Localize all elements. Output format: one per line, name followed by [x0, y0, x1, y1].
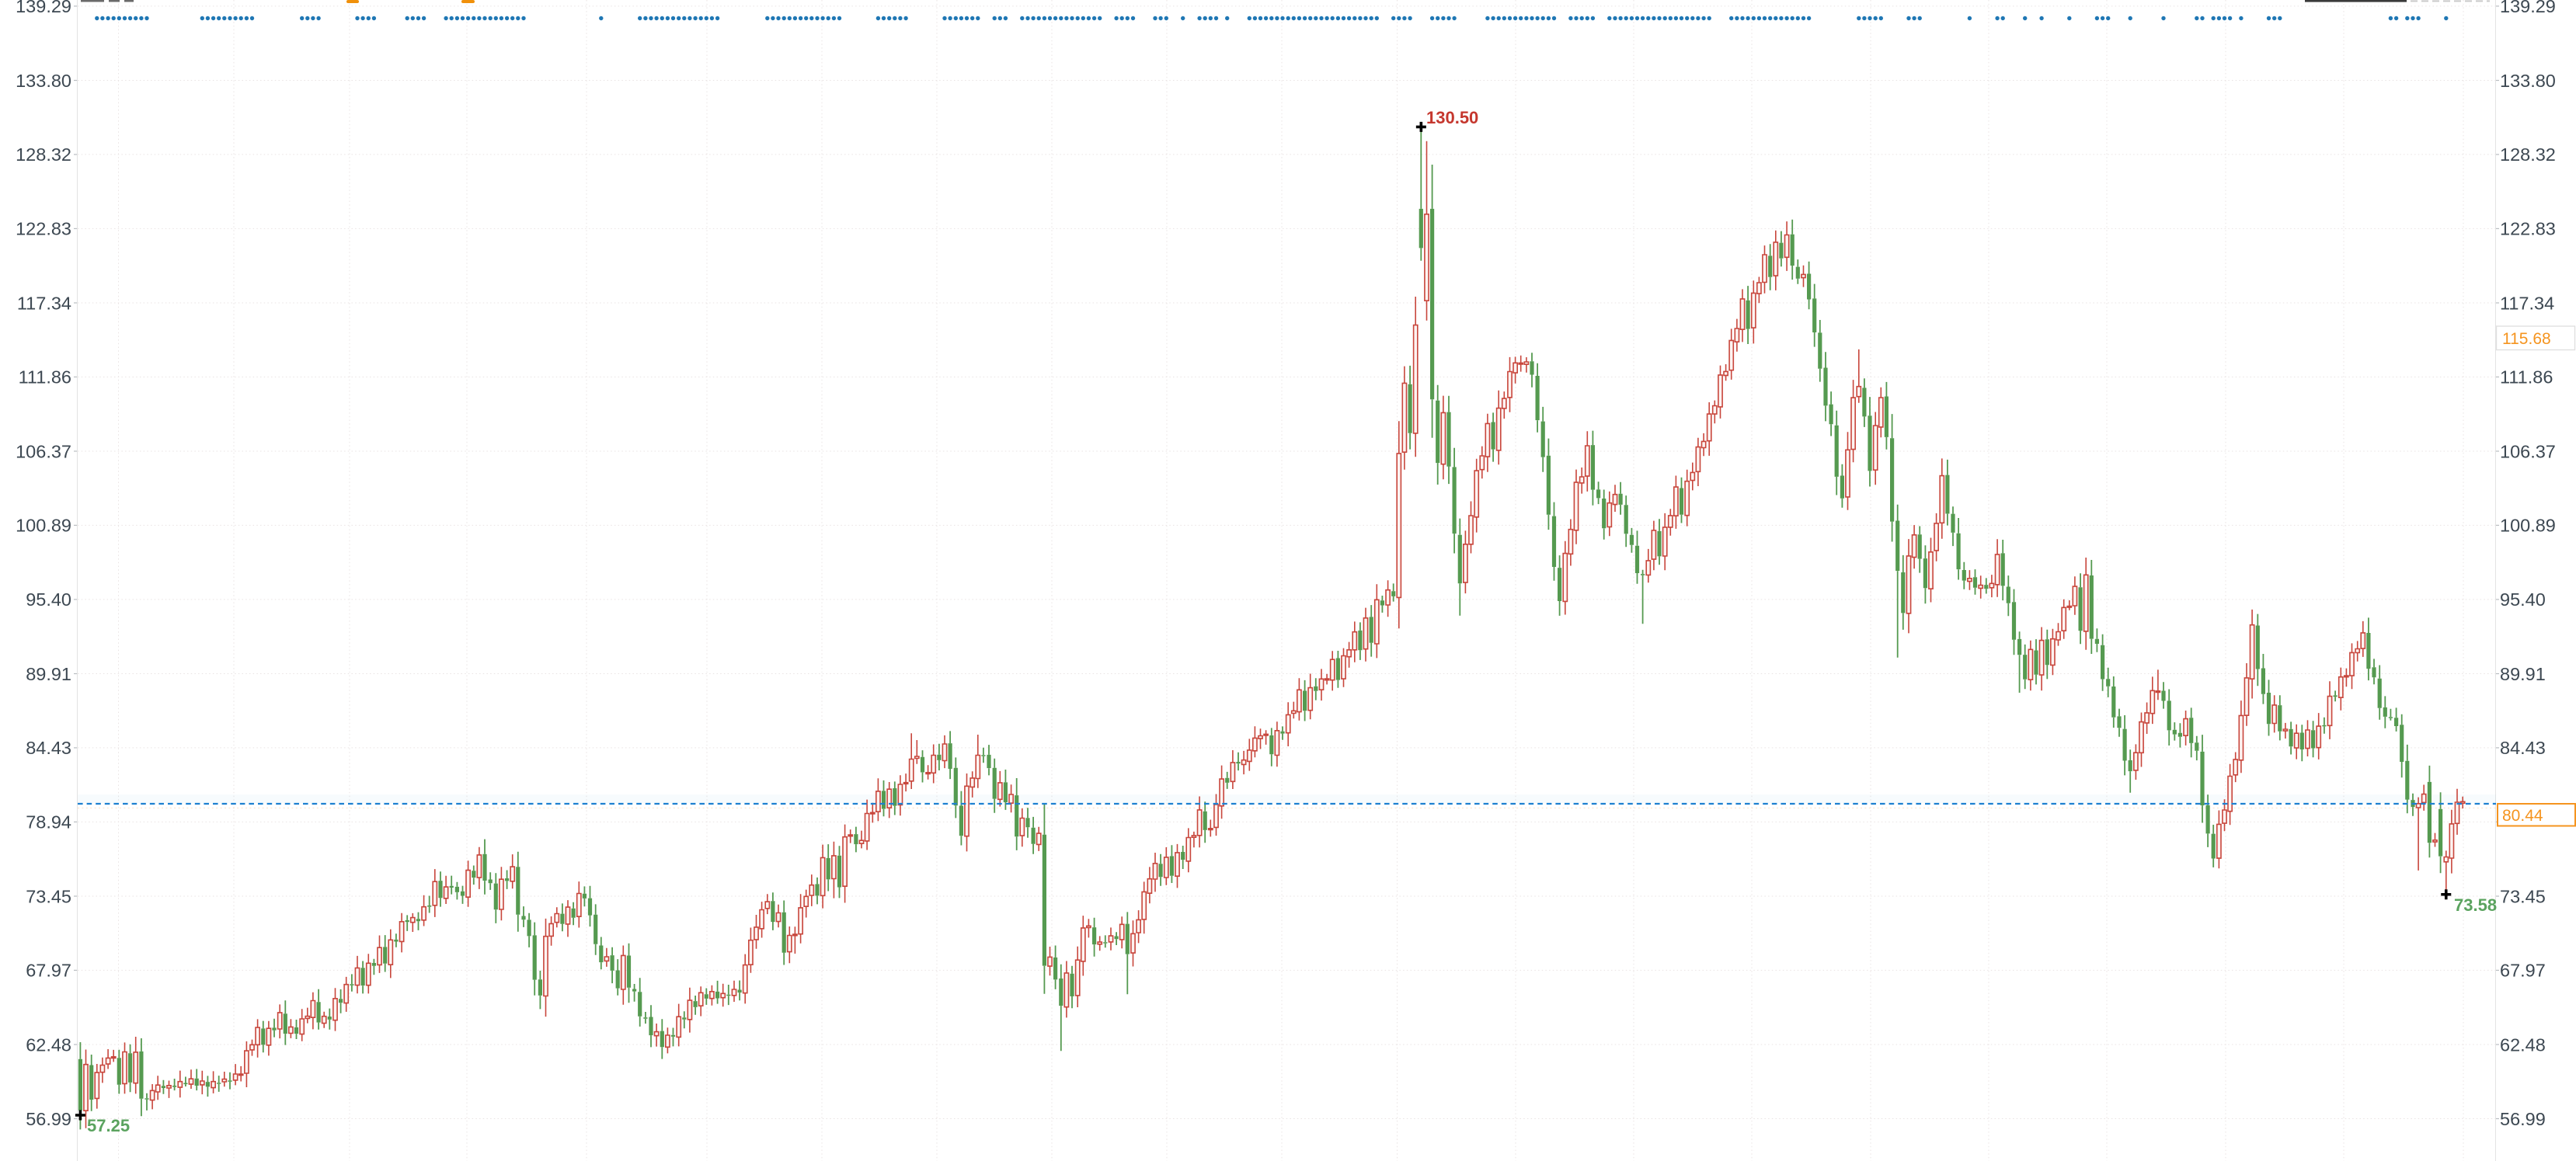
svg-text:133.80: 133.80 [2500, 71, 2556, 91]
svg-text:111.86: 111.86 [19, 367, 71, 388]
svg-text:122.83: 122.83 [2500, 219, 2556, 239]
svg-text:57.25: 57.25 [87, 1116, 130, 1135]
svg-text:78.94: 78.94 [26, 812, 71, 833]
svg-text:56.99: 56.99 [2500, 1109, 2546, 1129]
svg-text:73.58: 73.58 [2454, 895, 2497, 915]
svg-text:84.43: 84.43 [2500, 738, 2546, 758]
svg-text:73.45: 73.45 [26, 886, 71, 906]
svg-text:56.99: 56.99 [26, 1109, 71, 1129]
svg-text:67.97: 67.97 [26, 961, 71, 981]
svg-text:139.29: 139.29 [2500, 0, 2556, 16]
svg-text:122.83: 122.83 [16, 219, 71, 239]
svg-text:117.34: 117.34 [17, 293, 71, 313]
svg-text:106.37: 106.37 [16, 441, 71, 461]
svg-text:95.40: 95.40 [26, 589, 71, 610]
svg-text:117.34: 117.34 [2500, 293, 2554, 313]
svg-text:100.89: 100.89 [2500, 516, 2556, 536]
svg-text:73.45: 73.45 [2500, 886, 2546, 906]
svg-text:111.86: 111.86 [2500, 367, 2553, 388]
svg-text:95.40: 95.40 [2500, 589, 2546, 610]
svg-text:80.44: 80.44 [2502, 807, 2543, 825]
svg-text:84.43: 84.43 [26, 738, 71, 758]
svg-text:128.32: 128.32 [16, 144, 71, 165]
svg-text:106.37: 106.37 [2500, 441, 2556, 461]
svg-text:115.68: 115.68 [2502, 330, 2551, 348]
svg-text:67.97: 67.97 [2500, 961, 2546, 981]
svg-text:128.32: 128.32 [2500, 144, 2556, 165]
svg-text:130.50: 130.50 [1426, 108, 1478, 127]
svg-text:62.48: 62.48 [26, 1034, 71, 1055]
svg-text:89.91: 89.91 [26, 664, 71, 684]
svg-text:89.91: 89.91 [2500, 664, 2546, 684]
svg-text:100.89: 100.89 [16, 516, 71, 536]
svg-text:62.48: 62.48 [2500, 1034, 2546, 1055]
svg-text:139.29: 139.29 [16, 0, 71, 16]
svg-text:133.80: 133.80 [16, 71, 71, 91]
